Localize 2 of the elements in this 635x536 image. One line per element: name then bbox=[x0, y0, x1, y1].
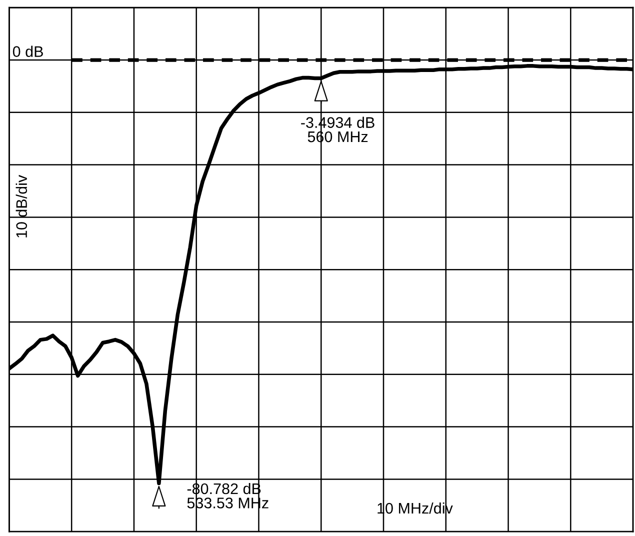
annotation: 10 dB/div bbox=[16, 174, 28, 238]
ref-line-label: 0 dB bbox=[12, 46, 43, 57]
